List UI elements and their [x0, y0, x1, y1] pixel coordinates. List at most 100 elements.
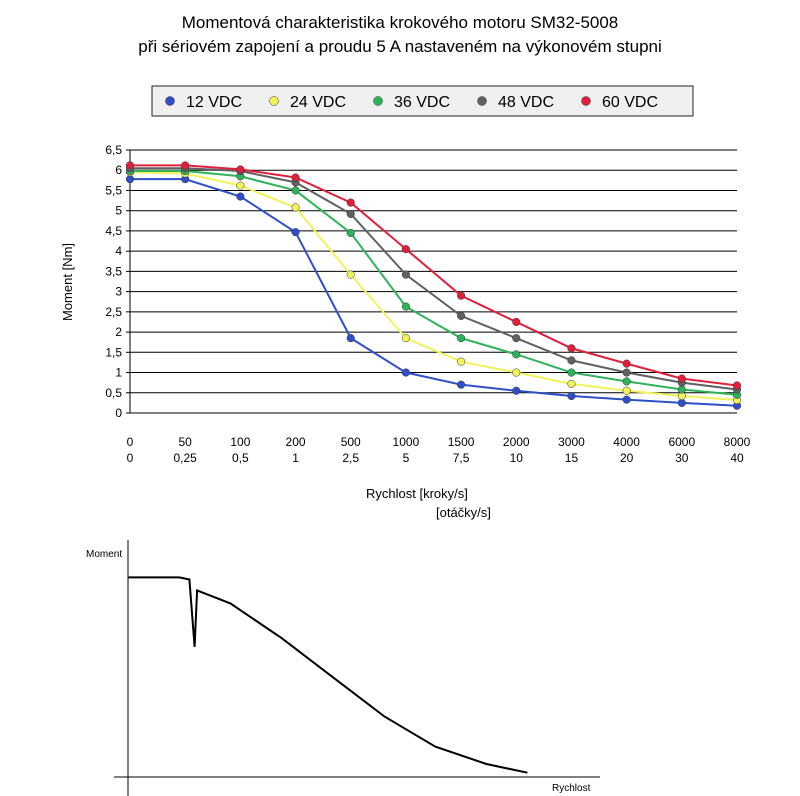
data-point — [622, 359, 631, 368]
y-axis: 0 0,5 1 1,5 2 2,5 3 3,5 4 4,5 5 5,5 6 6,5 — [105, 143, 131, 420]
x-tick-label: 4000 — [613, 435, 640, 449]
schematic-chart: Moment Rychlost — [86, 540, 600, 796]
x-tick-label-secondary: 7,5 — [453, 451, 470, 465]
x-tick-label: 8000 — [724, 435, 751, 449]
legend-marker — [477, 96, 487, 106]
series-line — [130, 178, 738, 407]
legend-label: 48 VDC — [498, 94, 554, 111]
data-point — [457, 357, 466, 366]
y-tick-label: 5,5 — [105, 183, 122, 197]
series-24-vdc — [125, 168, 742, 405]
x-axis-label-secondary: [otáčky/s] — [436, 505, 491, 520]
data-point — [457, 291, 466, 300]
x-tick-label-secondary: 0,5 — [232, 451, 249, 465]
legend-label: 36 VDC — [394, 94, 450, 111]
y-tick-label: 6 — [115, 163, 122, 177]
data-point — [457, 334, 466, 343]
torque-chart: Momentová charakteristika krokového moto… — [60, 13, 751, 520]
data-point — [512, 334, 521, 343]
y-tick-label: 2,5 — [105, 305, 122, 319]
y-tick-label: 1 — [115, 366, 122, 380]
series-48-vdc — [125, 164, 742, 394]
x-tick-label-secondary: 1 — [292, 451, 299, 465]
data-point — [291, 228, 300, 237]
data-point — [677, 385, 686, 394]
data-point — [512, 350, 521, 359]
schematic-y-label: Moment — [86, 549, 122, 560]
data-point — [622, 395, 631, 404]
y-tick-label: 2 — [115, 325, 122, 339]
series-60-vdc — [125, 161, 742, 390]
data-point — [291, 186, 300, 195]
legend-label: 24 VDC — [290, 94, 346, 111]
x-tick-label: 1000 — [393, 435, 420, 449]
y-tick-label: 3,5 — [105, 264, 122, 278]
x-axis: 00500,251000,520015002,51000515007,52000… — [127, 435, 751, 465]
data-point — [567, 379, 576, 388]
data-point — [401, 270, 410, 279]
x-tick-label: 50 — [179, 435, 193, 449]
data-point — [346, 198, 355, 207]
x-tick-label-secondary: 40 — [730, 451, 744, 465]
data-point — [346, 334, 355, 343]
y-tick-label: 4,5 — [105, 224, 122, 238]
data-point — [346, 270, 355, 279]
plot-area — [125, 161, 742, 410]
legend-marker — [373, 96, 383, 106]
data-point — [457, 311, 466, 320]
y-axis-label: Moment [Nm] — [60, 243, 75, 321]
y-tick-label: 4 — [115, 244, 122, 258]
data-point — [677, 374, 686, 383]
data-point — [291, 173, 300, 182]
x-tick-label: 1500 — [448, 435, 475, 449]
x-axis-label: Rychlost [kroky/s] — [366, 486, 468, 501]
legend-marker — [269, 96, 279, 106]
data-point — [125, 175, 135, 184]
x-tick-label-secondary: 10 — [510, 451, 524, 465]
x-tick-label: 100 — [230, 435, 250, 449]
data-point — [622, 386, 631, 395]
legend-box — [151, 85, 694, 117]
x-tick-label: 3000 — [558, 435, 585, 449]
data-point — [181, 161, 190, 170]
data-point — [457, 380, 466, 389]
data-point — [401, 302, 410, 311]
data-point — [125, 161, 135, 170]
data-point — [567, 356, 576, 365]
data-point — [346, 209, 355, 218]
x-tick-label-secondary: 0 — [127, 451, 134, 465]
data-point — [512, 368, 521, 377]
x-tick-label-secondary: 15 — [565, 451, 579, 465]
data-point — [401, 368, 410, 377]
data-point — [512, 317, 521, 327]
x-tick-label: 500 — [341, 435, 361, 449]
x-tick-label-secondary: 20 — [620, 451, 634, 465]
x-tick-label: 200 — [286, 435, 306, 449]
y-tick-label: 0,5 — [105, 386, 122, 400]
series-line — [130, 167, 738, 391]
x-tick-label: 0 — [127, 435, 134, 449]
data-point — [236, 165, 245, 174]
data-point — [622, 377, 631, 386]
y-tick-label: 1,5 — [105, 345, 122, 359]
data-point — [401, 245, 410, 254]
data-point — [567, 391, 576, 401]
legend-label: 12 VDC — [186, 94, 242, 111]
schematic-x-label: Rychlost — [552, 783, 591, 794]
y-tick-label: 0 — [115, 406, 122, 420]
x-tick-label: 2000 — [503, 435, 530, 449]
data-point — [732, 381, 742, 390]
y-tick-label: 6,5 — [105, 143, 122, 157]
x-tick-label-secondary: 5 — [403, 451, 410, 465]
series-line — [130, 170, 738, 396]
data-point — [291, 203, 300, 212]
legend-marker — [165, 96, 175, 106]
legend: 12 VDC 24 VDC 36 VDC 48 VDC 60 VDC — [165, 94, 658, 111]
data-point — [677, 398, 686, 407]
x-tick-label: 6000 — [668, 435, 695, 449]
x-tick-label-secondary: 0,25 — [174, 451, 198, 465]
data-point — [622, 368, 631, 377]
schematic-torque-curve — [127, 576, 528, 774]
series-36-vdc — [125, 166, 742, 399]
data-point — [236, 181, 245, 190]
